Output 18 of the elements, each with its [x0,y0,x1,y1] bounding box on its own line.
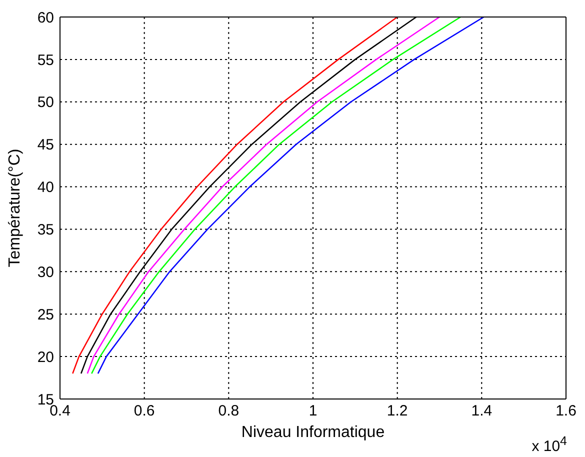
x-tick-label: 0.8 [218,402,240,420]
x-tick-label: 1.6 [556,402,576,420]
y-tick-label: 45 [37,136,54,154]
y-tick-label: 35 [37,222,54,239]
y-tick-label: 55 [37,52,54,69]
y-tick-label: 60 [37,9,54,26]
y-tick-label: 50 [37,94,54,112]
y-tick-label: 20 [37,348,54,366]
x-tick-label: 1 [308,402,318,420]
x-axis-title: Niveau Informatique [241,424,385,441]
x-tick-label: 1.4 [471,402,492,420]
x-tick-label: 0.6 [134,402,155,420]
text: x 10$^{4}$ [532,434,567,455]
y-tick-label: 40 [37,179,54,196]
y-tick-label: 30 [37,264,54,281]
y-tick-label: 25 [37,306,54,324]
y-axis-title: Température(°C) [6,148,24,268]
x-tick-label: 1.2 [386,402,408,420]
